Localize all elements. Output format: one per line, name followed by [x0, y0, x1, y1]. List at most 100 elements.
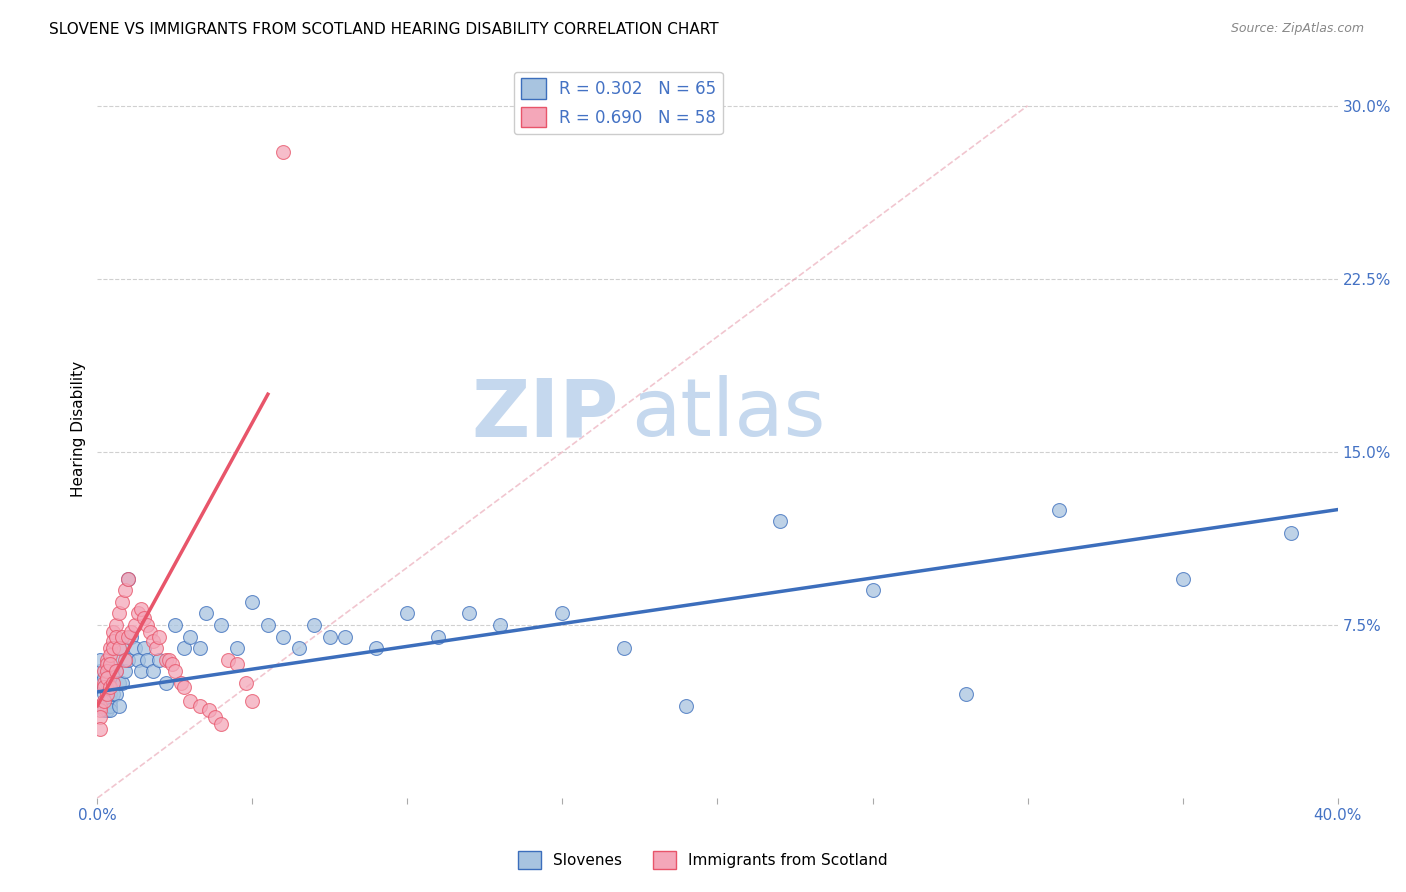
Point [104, 664, 127, 678]
Point [101, 675, 124, 690]
Point [1171, 572, 1194, 586]
Point [101, 687, 124, 701]
Point [98, 694, 121, 708]
Point [117, 652, 139, 666]
Point [114, 583, 136, 598]
Point [148, 652, 170, 666]
Point [117, 572, 139, 586]
Point [1047, 502, 1070, 516]
Point [120, 624, 142, 639]
Point [170, 675, 193, 690]
Point [148, 630, 170, 644]
Point [209, 717, 232, 731]
Point [127, 652, 149, 666]
Point [427, 630, 450, 644]
Text: ZIP: ZIP [471, 375, 619, 453]
Point [89, 652, 111, 666]
Text: atlas: atlas [631, 375, 825, 453]
Point [675, 698, 697, 713]
Legend: R = 0.302   N = 65, R = 0.690   N = 58: R = 0.302 N = 65, R = 0.690 N = 58 [513, 71, 723, 134]
Point [225, 657, 247, 672]
Point [1279, 525, 1302, 540]
Point [98, 703, 121, 717]
Point [163, 618, 186, 632]
Point [217, 652, 239, 666]
Y-axis label: Hearing Disability: Hearing Disability [72, 360, 86, 497]
Point [396, 607, 419, 621]
Point [129, 602, 152, 616]
Point [89, 698, 111, 713]
Point [96, 671, 118, 685]
Point [98, 648, 121, 662]
Point [613, 641, 636, 656]
Point [104, 687, 127, 701]
Point [288, 641, 311, 656]
Point [458, 607, 481, 621]
Text: Source: ZipAtlas.com: Source: ZipAtlas.com [1230, 22, 1364, 36]
Point [955, 687, 977, 701]
Point [132, 611, 155, 625]
Point [98, 698, 121, 713]
Point [111, 675, 134, 690]
Point [139, 624, 162, 639]
Point [117, 630, 139, 644]
Point [96, 687, 118, 701]
Point [93, 687, 115, 701]
Point [551, 607, 574, 621]
Point [136, 618, 159, 632]
Point [108, 698, 131, 713]
Point [98, 687, 121, 701]
Point [101, 634, 124, 648]
Point [124, 618, 146, 632]
Point [104, 664, 127, 678]
Point [862, 583, 884, 598]
Point [93, 694, 115, 708]
Point [98, 681, 121, 695]
Point [101, 624, 124, 639]
Point [111, 630, 134, 644]
Point [101, 664, 124, 678]
Point [114, 664, 136, 678]
Point [96, 703, 118, 717]
Point [93, 681, 115, 695]
Point [93, 703, 115, 717]
Point [160, 657, 183, 672]
Point [93, 671, 115, 685]
Point [108, 641, 131, 656]
Point [98, 657, 121, 672]
Point [96, 657, 118, 672]
Point [194, 607, 217, 621]
Point [104, 630, 127, 644]
Point [132, 641, 155, 656]
Point [96, 675, 118, 690]
Point [114, 652, 136, 666]
Point [98, 641, 121, 656]
Point [235, 675, 257, 690]
Point [111, 641, 134, 656]
Point [304, 618, 326, 632]
Point [89, 664, 111, 678]
Point [89, 698, 111, 713]
Point [489, 618, 512, 632]
Point [96, 652, 118, 666]
Point [209, 618, 232, 632]
Point [127, 607, 149, 621]
Point [104, 618, 127, 632]
Point [101, 641, 124, 656]
Point [198, 703, 221, 717]
Point [93, 681, 115, 695]
Point [273, 145, 295, 159]
Point [93, 664, 115, 678]
Point [120, 630, 142, 644]
Point [257, 618, 280, 632]
Point [225, 641, 247, 656]
Point [242, 595, 264, 609]
Point [89, 710, 111, 724]
Legend: Slovenes, Immigrants from Scotland: Slovenes, Immigrants from Scotland [512, 845, 894, 875]
Point [157, 652, 180, 666]
Point [96, 664, 118, 678]
Point [179, 694, 201, 708]
Point [101, 675, 124, 690]
Point [96, 694, 118, 708]
Point [117, 572, 139, 586]
